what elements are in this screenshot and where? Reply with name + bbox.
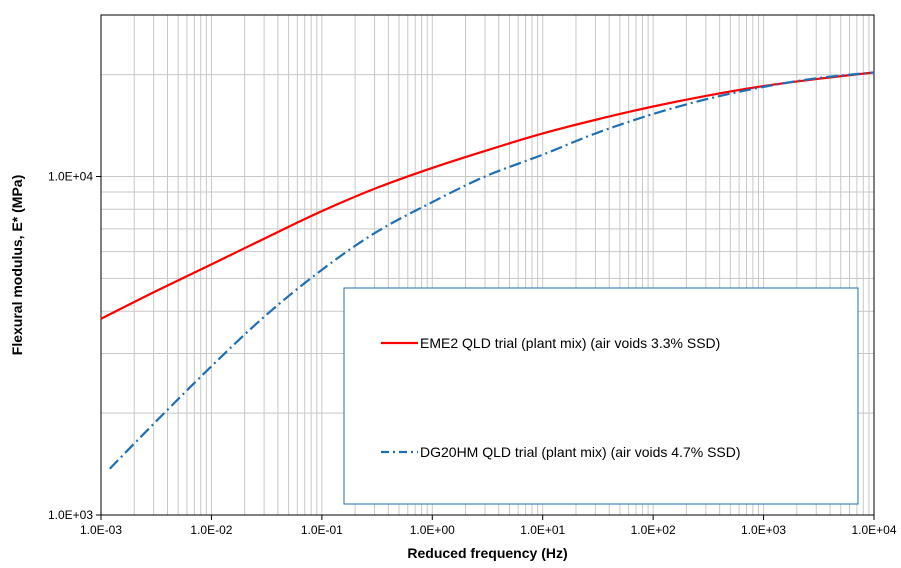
series-layer [100,71,875,470]
plot-area [100,14,875,516]
y-axis-title: Flexural modulus, E* (MPa) [9,175,25,355]
x-tick-label: 1.0E-02 [190,523,232,537]
y-tick-label: 1.0E+03 [48,508,93,522]
legend-label-eme2: EME2 QLD trial (plant mix) (air voids 3.… [420,335,720,351]
x-axis-title: Reduced frequency (Hz) [407,545,567,561]
legend-label-dg20hm: DG20HM QLD trial (plant mix) (air voids … [420,444,741,460]
x-tick-label: 1.0E+01 [520,523,565,537]
series-line-dg20hm [108,71,875,470]
x-tick-label: 1.0E+02 [631,523,676,537]
x-tick-label: 1.0E+03 [741,523,786,537]
legend-box [343,287,859,505]
series-line-eme2 [100,71,875,320]
x-tick-label: 1.0E+04 [851,523,896,537]
x-tick-label: 1.0E-01 [301,523,343,537]
x-tick-label: 1.0E-03 [80,523,122,537]
y-tick-label: 1.0E+04 [48,170,93,184]
x-tick-label: 1.0E+00 [410,523,455,537]
legend: EME2 QLD trial (plant mix) (air voids 3.… [343,287,859,505]
tick-labels: 1.0E-03 1.0E-02 1.0E-01 1.0E+00 1.0E+01 1.0E+… [48,170,897,537]
